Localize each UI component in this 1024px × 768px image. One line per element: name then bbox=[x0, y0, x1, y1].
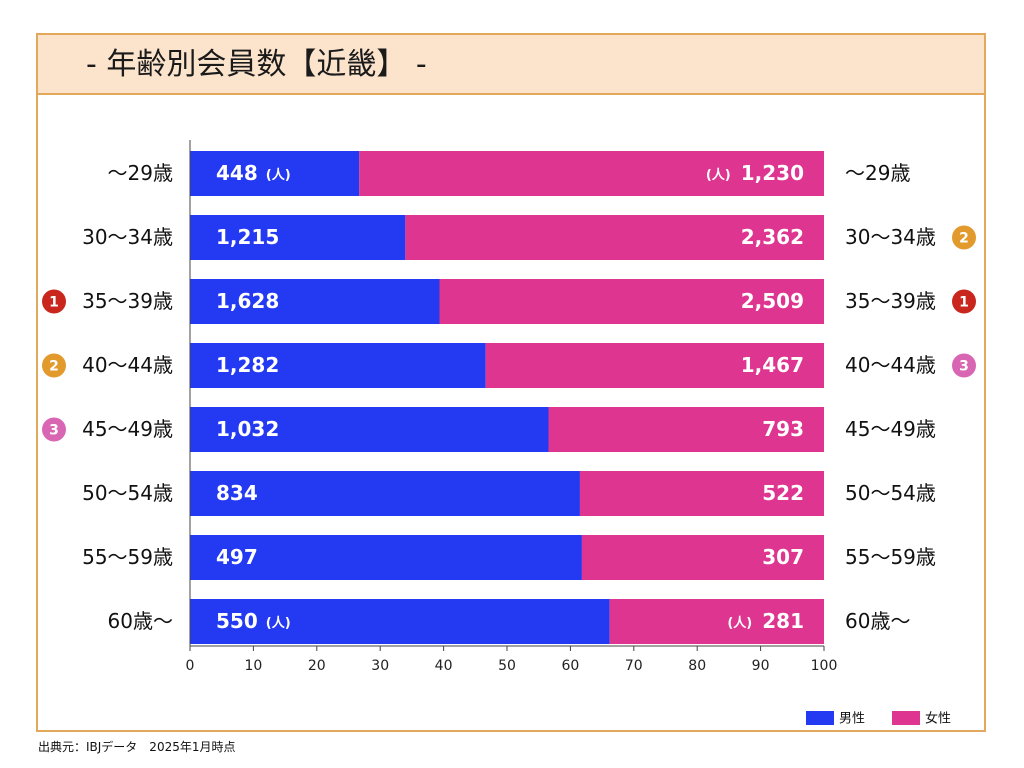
legend-label-female: 女性 bbox=[925, 711, 951, 727]
bar-female-3 bbox=[485, 343, 824, 388]
source-note: 出典元：IBJデータ 2025年1月時点 bbox=[38, 740, 236, 754]
bar-female-6 bbox=[581, 535, 824, 580]
unit-label-female-0: (人) bbox=[706, 167, 731, 183]
rank-badge-female-1-circle bbox=[952, 289, 976, 314]
category-label-right-5: 50～54歳 bbox=[845, 481, 936, 505]
bar-label-male-7: 550 bbox=[216, 609, 258, 633]
rank-badge-male-1-number: 1 bbox=[49, 295, 59, 311]
bar-label-male-3: 1,282 bbox=[216, 353, 279, 377]
bar-male-3 bbox=[190, 343, 486, 388]
bar-male-6 bbox=[190, 535, 582, 580]
category-label-left-6: 55～59歳 bbox=[82, 545, 173, 569]
bar-label-female-3: 1,467 bbox=[741, 353, 804, 377]
rank-badge-male-3-number: 3 bbox=[49, 423, 59, 439]
bar-label-male-6: 497 bbox=[216, 545, 258, 569]
rank-badge-female-2-circle bbox=[952, 225, 976, 250]
bar-label-female-7: 281 bbox=[762, 609, 804, 633]
bar-male-0 bbox=[190, 151, 360, 196]
bar-male-7 bbox=[190, 599, 610, 644]
rank-badge-female-3-number: 3 bbox=[959, 359, 969, 375]
x-tick-label-20: 20 bbox=[308, 658, 326, 674]
unit-label-female-7: (人) bbox=[727, 615, 752, 631]
category-label-right-1: 30～34歳 bbox=[845, 225, 936, 249]
bar-male-1 bbox=[190, 215, 406, 260]
bar-female-4 bbox=[548, 407, 824, 452]
bar-label-male-0: 448 bbox=[216, 161, 258, 185]
category-label-right-6: 55～59歳 bbox=[845, 545, 936, 569]
x-tick-label-40: 40 bbox=[435, 658, 453, 674]
legend-swatch-female bbox=[892, 711, 920, 725]
title-bar: - 年齢別会員数【近畿】 - bbox=[38, 35, 984, 95]
rank-badge-male-3-circle bbox=[42, 417, 66, 442]
x-tick-label-50: 50 bbox=[498, 658, 516, 674]
rank-badge-female-2-number: 2 bbox=[959, 231, 969, 247]
unit-label-male-0: (人) bbox=[266, 167, 291, 183]
bar-label-female-0: 1,230 bbox=[741, 161, 804, 185]
category-label-left-0: ～29歳 bbox=[108, 161, 173, 185]
bar-label-female-6: 307 bbox=[762, 545, 804, 569]
category-label-left-3: 40～44歳 bbox=[82, 353, 173, 377]
rank-badge-male-2-circle bbox=[42, 353, 66, 378]
unit-label-male-7: (人) bbox=[266, 615, 291, 631]
bar-label-female-5: 522 bbox=[762, 481, 804, 505]
category-label-right-3: 40～44歳 bbox=[845, 353, 936, 377]
chart-title: - 年齢別会員数【近畿】 - bbox=[86, 47, 427, 82]
category-label-right-0: ～29歳 bbox=[845, 161, 910, 185]
rank-badge-female-1-number: 1 bbox=[959, 295, 969, 311]
category-label-left-4: 45～49歳 bbox=[82, 417, 173, 441]
category-label-right-7: 60歳～ bbox=[845, 609, 910, 633]
category-label-left-5: 50～54歳 bbox=[82, 481, 173, 505]
bar-male-2 bbox=[190, 279, 440, 324]
x-tick-label-100: 100 bbox=[811, 658, 838, 674]
category-label-left-2: 35～39歳 bbox=[82, 289, 173, 313]
bar-label-female-4: 793 bbox=[762, 417, 804, 441]
bar-female-1 bbox=[405, 215, 824, 260]
x-tick-label-90: 90 bbox=[752, 658, 770, 674]
legend-swatch-male bbox=[806, 711, 834, 725]
x-tick-label-30: 30 bbox=[371, 658, 389, 674]
x-tick-label-0: 0 bbox=[186, 658, 195, 674]
x-tick-label-80: 80 bbox=[688, 658, 706, 674]
bar-female-2 bbox=[439, 279, 824, 324]
bar-female-5 bbox=[579, 471, 824, 516]
legend-label-male: 男性 bbox=[839, 712, 865, 727]
bar-label-male-1: 1,215 bbox=[216, 225, 279, 249]
category-label-right-2: 35～39歳 bbox=[845, 289, 936, 313]
category-label-left-1: 30～34歳 bbox=[82, 225, 173, 249]
rank-badge-male-1-circle bbox=[42, 289, 66, 314]
bar-label-female-1: 2,362 bbox=[741, 225, 804, 249]
category-label-left-7: 60歳～ bbox=[108, 609, 173, 633]
x-tick-label-10: 10 bbox=[244, 658, 262, 674]
bar-male-4 bbox=[190, 407, 549, 452]
x-tick-label-60: 60 bbox=[561, 658, 579, 674]
bar-label-male-5: 834 bbox=[216, 481, 258, 505]
rank-badge-female-3-circle bbox=[952, 353, 976, 378]
bar-label-female-2: 2,509 bbox=[741, 289, 804, 313]
bar-male-5 bbox=[190, 471, 580, 516]
bar-female-0 bbox=[359, 151, 824, 196]
category-label-right-4: 45～49歳 bbox=[845, 417, 936, 441]
rank-badge-male-2-number: 2 bbox=[49, 359, 59, 375]
bar-female-7 bbox=[609, 599, 824, 644]
bar-label-male-2: 1,628 bbox=[216, 289, 279, 313]
x-tick-label-70: 70 bbox=[625, 658, 643, 674]
bar-label-male-4: 1,032 bbox=[216, 417, 279, 441]
